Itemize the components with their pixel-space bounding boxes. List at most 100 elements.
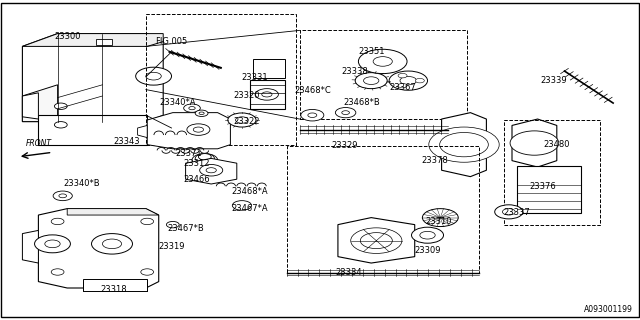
Circle shape <box>192 154 218 166</box>
Circle shape <box>351 228 402 253</box>
Bar <box>83 279 147 291</box>
Circle shape <box>35 235 70 253</box>
Circle shape <box>429 127 499 162</box>
Circle shape <box>495 205 523 219</box>
Bar <box>504 120 600 225</box>
Circle shape <box>415 78 424 83</box>
Circle shape <box>51 218 64 225</box>
Bar <box>287 146 479 273</box>
Circle shape <box>255 89 278 100</box>
Text: 23337: 23337 <box>504 208 531 217</box>
Text: A093001199: A093001199 <box>584 305 632 314</box>
Circle shape <box>102 239 122 249</box>
Text: 23334: 23334 <box>335 268 362 277</box>
Circle shape <box>189 107 195 110</box>
Polygon shape <box>38 209 159 288</box>
Circle shape <box>422 209 458 227</box>
Text: 23467*A: 23467*A <box>231 204 268 213</box>
Text: 23310: 23310 <box>425 217 452 226</box>
Text: 23320: 23320 <box>233 92 260 100</box>
Circle shape <box>236 117 248 123</box>
Text: 23468*A: 23468*A <box>231 188 268 196</box>
Circle shape <box>54 103 67 109</box>
Text: 23331: 23331 <box>241 73 268 82</box>
Circle shape <box>141 218 154 225</box>
Text: 23309: 23309 <box>414 246 441 255</box>
Text: FRONT: FRONT <box>26 139 51 148</box>
Circle shape <box>502 209 515 215</box>
Polygon shape <box>38 115 147 145</box>
Circle shape <box>398 73 407 78</box>
Circle shape <box>195 110 208 116</box>
Polygon shape <box>22 93 38 119</box>
Circle shape <box>420 231 435 239</box>
Text: 23367: 23367 <box>390 83 417 92</box>
Circle shape <box>440 132 488 157</box>
Text: 23322: 23322 <box>233 117 260 126</box>
Circle shape <box>198 154 211 160</box>
Text: 23338: 23338 <box>342 67 369 76</box>
Text: 23480: 23480 <box>543 140 570 149</box>
Circle shape <box>193 127 204 132</box>
Text: 23300: 23300 <box>54 32 81 41</box>
Circle shape <box>59 194 67 198</box>
Circle shape <box>45 240 60 248</box>
Polygon shape <box>22 34 163 122</box>
Circle shape <box>51 269 64 275</box>
Bar <box>146 14 296 145</box>
Text: 23466: 23466 <box>183 175 210 184</box>
Circle shape <box>335 108 356 118</box>
Text: 23339: 23339 <box>540 76 567 85</box>
Bar <box>517 166 581 213</box>
Polygon shape <box>22 34 163 46</box>
Circle shape <box>200 164 223 176</box>
Circle shape <box>262 92 272 97</box>
Polygon shape <box>22 85 58 122</box>
Text: 23319: 23319 <box>158 242 185 251</box>
Circle shape <box>187 124 210 135</box>
Text: 23340*A: 23340*A <box>159 98 196 107</box>
Circle shape <box>195 154 214 163</box>
Circle shape <box>389 71 428 90</box>
Text: 23343: 23343 <box>113 137 140 146</box>
Circle shape <box>301 109 324 121</box>
Bar <box>300 30 467 119</box>
Text: FIG.005: FIG.005 <box>156 37 188 46</box>
Polygon shape <box>22 230 38 263</box>
Circle shape <box>54 122 67 128</box>
Circle shape <box>398 84 407 88</box>
Text: 23318: 23318 <box>100 285 127 294</box>
Text: 23351: 23351 <box>358 47 385 56</box>
Circle shape <box>166 221 179 228</box>
Circle shape <box>355 73 387 89</box>
Circle shape <box>373 57 392 66</box>
Text: 23376: 23376 <box>529 182 556 191</box>
Bar <box>253 59 285 78</box>
Text: 23468*C: 23468*C <box>294 86 331 95</box>
Polygon shape <box>147 113 230 149</box>
Text: 23312: 23312 <box>183 159 210 168</box>
Text: 23468*B: 23468*B <box>343 98 380 107</box>
Circle shape <box>184 104 200 112</box>
Text: 23371: 23371 <box>175 149 202 158</box>
Polygon shape <box>442 113 486 177</box>
Circle shape <box>136 67 172 85</box>
Text: 23340*B: 23340*B <box>63 179 100 188</box>
Polygon shape <box>138 125 147 138</box>
Circle shape <box>146 72 161 80</box>
Circle shape <box>92 234 132 254</box>
Circle shape <box>358 49 407 74</box>
Circle shape <box>228 113 256 127</box>
Text: 23329: 23329 <box>331 141 358 150</box>
Circle shape <box>342 111 349 115</box>
Text: 23467*B: 23467*B <box>167 224 204 233</box>
Polygon shape <box>186 158 237 184</box>
Circle shape <box>360 233 392 249</box>
Bar <box>146 14 296 145</box>
Bar <box>250 80 285 109</box>
Circle shape <box>199 112 204 115</box>
Circle shape <box>206 168 216 173</box>
Polygon shape <box>512 119 557 167</box>
Circle shape <box>412 227 444 243</box>
Polygon shape <box>67 209 159 215</box>
